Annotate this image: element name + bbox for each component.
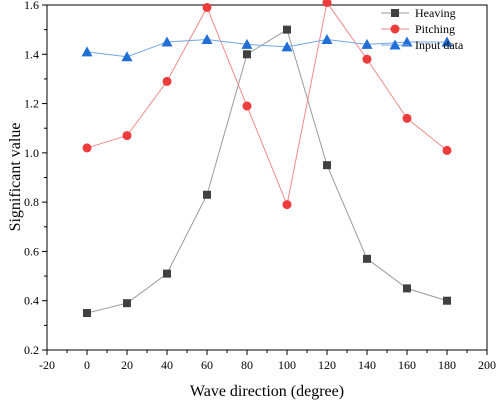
data-point-input-data bbox=[81, 46, 93, 57]
x-tick-label: 80 bbox=[241, 358, 253, 372]
y-tick-label: 0.2 bbox=[24, 343, 39, 357]
data-point-input-data bbox=[361, 38, 373, 49]
data-point-heaving bbox=[83, 309, 91, 318]
legend-marker bbox=[391, 9, 399, 17]
x-tick-label: 40 bbox=[161, 358, 173, 372]
data-point-input-data bbox=[401, 36, 413, 47]
data-point-input-data bbox=[321, 34, 333, 44]
data-point-pitching bbox=[282, 200, 292, 210]
data-point-pitching bbox=[162, 76, 172, 86]
data-point-heaving bbox=[163, 269, 171, 278]
x-tick-label: -20 bbox=[39, 358, 55, 372]
data-point-pitching bbox=[442, 145, 452, 155]
y-tick-label: 0.8 bbox=[24, 195, 39, 209]
legend-label: Heaving bbox=[415, 6, 456, 20]
legend-item-input-data: Input data bbox=[381, 38, 464, 52]
x-tick-label: 140 bbox=[358, 358, 376, 372]
data-point-input-data bbox=[281, 41, 293, 52]
y-tick-label: 0.6 bbox=[24, 244, 39, 258]
data-point-pitching bbox=[122, 131, 132, 141]
data-point-pitching bbox=[362, 54, 372, 64]
y-tick-label: 1.0 bbox=[24, 146, 39, 160]
data-point-heaving bbox=[283, 25, 291, 34]
legend-marker bbox=[389, 39, 401, 50]
series-layer bbox=[81, 0, 453, 318]
legend: Heaving Pitching Input data bbox=[381, 6, 464, 52]
data-point-input-data bbox=[201, 34, 213, 44]
legend-label: Pitching bbox=[415, 22, 455, 36]
series-heaving bbox=[83, 25, 451, 318]
x-axis-title: Wave direction (degree) bbox=[190, 383, 344, 400]
data-point-pitching bbox=[82, 143, 92, 153]
data-point-input-data bbox=[161, 36, 173, 47]
legend-item-pitching: Pitching bbox=[381, 22, 455, 36]
data-point-heaving bbox=[323, 161, 331, 170]
data-point-heaving bbox=[403, 284, 411, 293]
data-point-input-data bbox=[121, 51, 133, 62]
legend-item-heaving: Heaving bbox=[381, 6, 456, 20]
data-point-heaving bbox=[363, 254, 371, 263]
legend-label: Input data bbox=[415, 38, 464, 52]
data-point-heaving bbox=[443, 296, 451, 305]
y-tick-label: 0.4 bbox=[24, 294, 39, 308]
x-axis: -20 0 20 40 60 80 100 120 140 160 180 200 bbox=[39, 350, 496, 372]
series-line-input-data bbox=[86, 38, 447, 58]
y-axis-title: Significant value bbox=[7, 123, 24, 232]
legend-marker bbox=[390, 24, 400, 34]
data-point-pitching bbox=[402, 113, 412, 123]
data-point-heaving bbox=[203, 190, 211, 199]
data-point-input-data bbox=[241, 38, 253, 49]
series-input-data bbox=[81, 34, 453, 62]
x-tick-label: 0 bbox=[84, 358, 90, 372]
y-axis: 0.2 0.4 0.6 0.8 1.0 1.2 1.4 1.6 bbox=[24, 0, 47, 357]
data-point-pitching bbox=[242, 101, 252, 111]
y-tick-label: 1.6 bbox=[24, 0, 39, 12]
series-line-heaving bbox=[86, 28, 448, 314]
data-point-heaving bbox=[243, 50, 251, 59]
x-tick-label: 20 bbox=[121, 358, 133, 372]
data-point-heaving bbox=[123, 299, 131, 308]
y-tick-label: 1.2 bbox=[24, 97, 39, 111]
x-tick-label: 180 bbox=[438, 358, 456, 372]
plot-frame bbox=[46, 4, 488, 351]
data-point-pitching bbox=[202, 2, 212, 12]
x-tick-label: 60 bbox=[201, 358, 213, 372]
x-tick-label: 100 bbox=[278, 358, 296, 372]
series-pitching bbox=[82, 0, 452, 210]
y-tick-label: 1.4 bbox=[24, 47, 39, 61]
data-point-pitching bbox=[322, 0, 332, 8]
x-tick-label: 200 bbox=[478, 358, 496, 372]
data-point-input-data bbox=[441, 36, 453, 47]
x-tick-label: 120 bbox=[318, 358, 336, 372]
x-tick-label: 160 bbox=[398, 358, 416, 372]
series-line-pitching bbox=[86, 1, 448, 207]
